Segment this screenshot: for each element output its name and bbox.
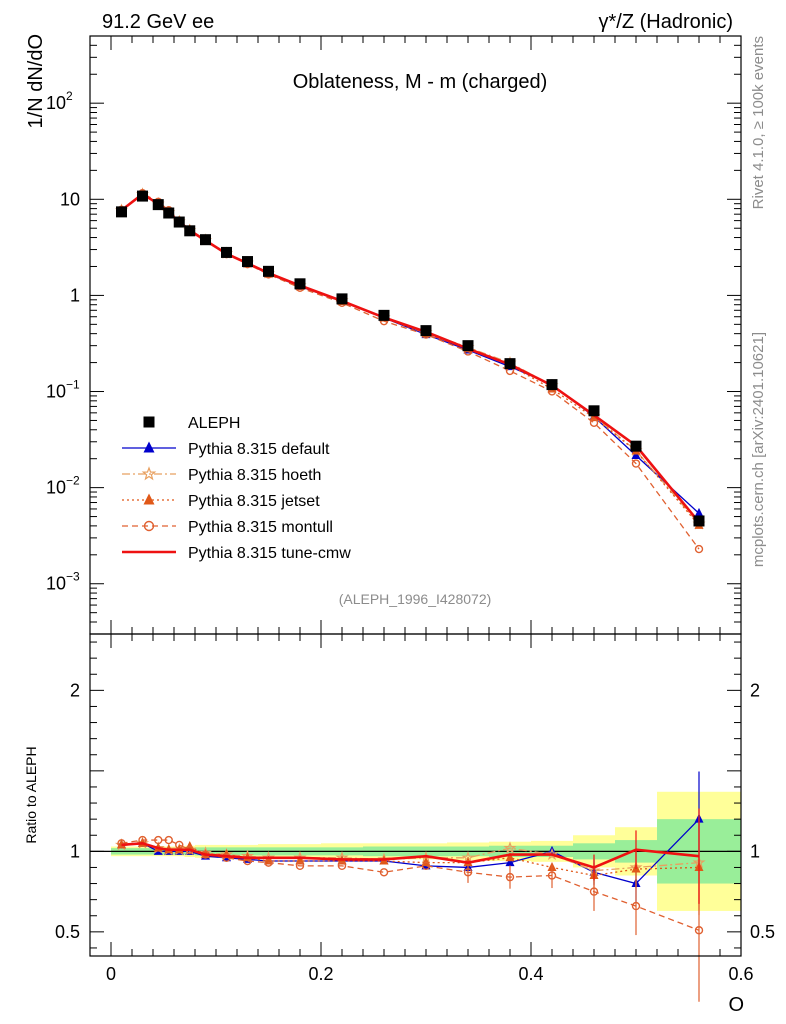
aleph-point [200, 234, 211, 246]
ratio-tick-label-right: 0.5 [750, 922, 775, 942]
aleph-point [116, 206, 127, 218]
ratio-tick-label-left: 0.5 [55, 922, 80, 942]
x-tick-label: 0.2 [308, 964, 333, 984]
aleph-point [420, 325, 432, 337]
ratio-point [631, 901, 641, 911]
ratio-point [295, 861, 305, 871]
aleph-point [173, 216, 185, 228]
aleph-point [336, 293, 348, 305]
aleph-point [137, 190, 148, 202]
energy-label: 91.2 GeV ee [102, 11, 214, 33]
y-tick-label: 10 [46, 574, 66, 594]
y-tick-label: 10 [46, 93, 66, 113]
ratio-point [379, 868, 389, 877]
ratio-point [463, 868, 473, 877]
aleph-point [152, 199, 164, 211]
x-tick-label: 0 [106, 964, 116, 984]
ratio-point [505, 852, 515, 862]
main-series-layer [114, 187, 706, 554]
legend-label: ALEPH [188, 415, 240, 432]
ratio-point [547, 871, 557, 880]
aleph-point [163, 207, 175, 219]
y-tick-exponent: −1 [66, 378, 80, 392]
ratio-point [222, 853, 231, 862]
x-tick-label: 0.6 [728, 964, 753, 984]
ratio-point [337, 861, 347, 871]
ratio-point [503, 841, 517, 854]
ratio-tick-label-left: 1 [70, 841, 80, 861]
y-tick-label: 10 [46, 478, 66, 498]
aleph-point [378, 309, 390, 321]
legend-marker [143, 520, 155, 532]
aleph-point [263, 265, 274, 277]
ratio-point [421, 861, 431, 871]
legend-label: Pythia 8.315 tune-cmw [188, 545, 351, 562]
ratio-tick-label-right: 2 [750, 680, 760, 700]
y-tick-label: 10 [46, 382, 66, 402]
legend-label: Pythia 8.315 default [188, 441, 330, 458]
aleph-point [546, 379, 558, 391]
ratio-point [589, 887, 599, 896]
y-tick-exponent: −3 [66, 570, 80, 584]
reference-label: (ALEPH_1996_I428072) [339, 591, 492, 607]
x-axis-label: O [728, 994, 744, 1016]
legend: ALEPH Pythia 8.315 default Pythia 8.315 ho… [122, 415, 351, 562]
y-tick-exponent: 2 [66, 89, 73, 103]
y-tick-exponent: −2 [66, 474, 80, 488]
legend-marker [143, 416, 155, 428]
legend-marker [141, 466, 157, 481]
ratio-point [545, 847, 559, 861]
ratio-point [154, 835, 163, 845]
legend-marker [143, 493, 155, 505]
x-tick-label: 0.4 [518, 964, 543, 984]
ratio-point [505, 857, 515, 867]
aleph-point [504, 358, 516, 370]
ratio-point [175, 840, 184, 850]
process-label: γ*/Z (Hadronic) [599, 11, 733, 33]
ratio-series-line-2 [121, 842, 700, 877]
aleph-point [294, 278, 306, 290]
chart-title: Oblateness, M - m (charged) [293, 71, 548, 93]
data-point [631, 459, 641, 468]
legend-label: Pythia 8.315 jetset [188, 493, 320, 510]
ratio-point [264, 858, 273, 867]
ratio-point [117, 839, 126, 848]
y-tick-label: 1 [70, 285, 80, 305]
aleph-point [588, 405, 600, 417]
ratio-frame [89, 633, 742, 957]
ratio-series-line-4 [121, 841, 700, 869]
data-point [694, 507, 704, 517]
legend-label: Pythia 8.315 hoeth [188, 467, 321, 484]
rivet-label: Rivet 4.1.0, ≥ 100k events [750, 36, 767, 209]
mcplots-label: mcplots.cern.ch [arXiv:2401.10621] [750, 332, 767, 567]
aleph-point [462, 340, 474, 352]
data-point [589, 418, 599, 428]
aleph-point [693, 515, 705, 527]
aleph-point [630, 440, 642, 452]
aleph-point [184, 225, 196, 237]
y-axis-label: 1/N dN/dO [25, 34, 47, 128]
ratio-series-layer [114, 771, 706, 1002]
legend-label: Pythia 8.315 montull [188, 519, 333, 536]
ratio-tick-label-left: 2 [70, 680, 80, 700]
ratio-point [505, 872, 515, 882]
aleph-point [221, 246, 232, 258]
ratio-axis-label: Ratio to ALEPH [23, 746, 39, 843]
aleph-point [242, 256, 253, 268]
ratio-tick-label-right: 1 [750, 841, 760, 861]
data-point [694, 544, 704, 554]
ratio-point [295, 855, 305, 865]
y-tick-label: 10 [60, 189, 80, 209]
ratio-point [694, 926, 704, 935]
legend-marker [143, 441, 155, 453]
ratio-point [164, 835, 173, 845]
